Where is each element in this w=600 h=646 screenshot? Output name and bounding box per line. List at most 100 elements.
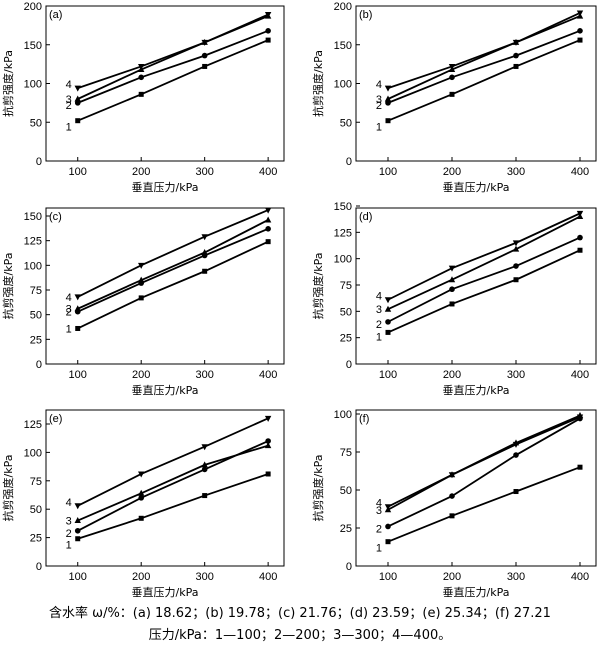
data-point: [202, 268, 208, 274]
data-point: [449, 74, 455, 81]
data-point: [138, 262, 145, 269]
y-tick-label: 0: [346, 359, 352, 371]
series-line: [387, 15, 581, 100]
caption-pressure: 压力/kPa：1—100；2—200；3—300；4—400。: [148, 628, 452, 643]
series-label: 3: [376, 505, 382, 517]
series-line: [77, 29, 269, 104]
x-tick-label: 200: [443, 571, 461, 583]
data-point: [576, 414, 584, 421]
y-tick-label: 25: [340, 523, 352, 535]
data-point: [75, 118, 81, 124]
data-point: [138, 295, 144, 301]
x-tick-label: 100: [379, 166, 397, 178]
data-point: [577, 37, 583, 43]
x-tick-label: 400: [259, 571, 277, 583]
y-tick-label: 25: [30, 533, 42, 545]
data-point: [264, 12, 272, 19]
chart-panel: 0 25 50 75 100 100 200 300 400 垂直压力/kPa 抗剪强度/kPa (f…: [311, 409, 597, 599]
data-point: [576, 210, 584, 217]
plot-frame: [355, 409, 597, 567]
x-tick-label: 100: [69, 369, 87, 381]
y-tick-label: 75: [340, 280, 352, 292]
data-point: [74, 503, 81, 510]
data-point: [264, 442, 272, 449]
data-point: [448, 63, 456, 70]
y-tick-label: 150: [24, 40, 42, 52]
plot-frame: [355, 207, 597, 365]
data-point: [74, 85, 81, 92]
y-tick-label: 25: [340, 333, 352, 345]
y-axis-label: 抗剪强度/kPa: [311, 50, 325, 117]
data-point: [384, 95, 392, 102]
chart-panel: 0 50 100 150 200 100 200 300 400 垂直压力/kPa 抗剪强度/kPa…: [311, 1, 597, 194]
x-axis-label: 垂直压力/kPa: [443, 585, 510, 599]
data-point: [264, 207, 272, 214]
data-point: [577, 28, 583, 34]
x-tick-label: 200: [443, 166, 461, 178]
series-line: [77, 219, 269, 310]
y-tick-label: 0: [346, 156, 352, 168]
chart-panel: 0 50 100 150 200 100 200 300 400 垂直压力/kPa 抗剪强度/kPa…: [1, 1, 285, 194]
series-line: [387, 39, 581, 122]
y-tick-label: 0: [36, 561, 42, 573]
caption-moisture: 含水率 ω/%：(a) 18.62；(b) 19.78；(c) 21.76；(d…: [49, 606, 551, 621]
x-tick-label: 300: [195, 571, 213, 583]
chart-panel: 0 25 50 75 100 125 150 100 200 300 400 垂直压力/kPa 抗剪强度…: [1, 207, 285, 397]
data-point: [265, 239, 271, 245]
series-line: [77, 444, 269, 522]
y-tick-label: 0: [36, 156, 42, 168]
series-line: [387, 236, 581, 323]
x-tick-label: 100: [379, 369, 397, 381]
data-point: [448, 472, 456, 479]
data-point: [138, 63, 145, 70]
plot-frame: [45, 207, 285, 365]
data-point: [449, 493, 455, 499]
data-point: [138, 74, 144, 81]
series-label: 4: [376, 291, 382, 303]
series-label: 3: [376, 94, 382, 106]
series-label: 1: [376, 543, 382, 555]
y-tick-label: 100: [334, 254, 352, 266]
series-line: [387, 12, 581, 90]
data-point: [201, 234, 208, 241]
data-point: [513, 263, 519, 269]
data-point: [138, 276, 145, 283]
data-point: [512, 39, 520, 46]
data-point: [75, 325, 81, 331]
panel-label: (c): [49, 211, 62, 223]
series-line: [77, 13, 269, 90]
plot-frame: [45, 409, 285, 567]
data-point: [576, 10, 584, 17]
x-tick-label: 400: [571, 166, 589, 178]
y-tick-label: 100: [334, 79, 352, 91]
y-tick-label: 75: [30, 285, 42, 297]
series-label: 1: [66, 540, 72, 552]
y-tick-label: 100: [24, 447, 42, 459]
x-tick-label: 100: [69, 571, 87, 583]
data-point: [265, 226, 271, 232]
data-point: [265, 37, 271, 43]
x-tick-label: 300: [195, 166, 213, 178]
series-line: [387, 215, 581, 311]
data-point: [448, 265, 456, 272]
data-point: [201, 52, 208, 59]
data-point: [264, 415, 272, 422]
data-point: [384, 297, 392, 304]
data-point: [265, 471, 271, 477]
data-point: [74, 527, 81, 534]
series-line: [77, 417, 269, 507]
series-line: [77, 209, 269, 298]
x-tick-label: 200: [132, 369, 150, 381]
data-point: [449, 301, 455, 307]
series-label: 1: [66, 323, 72, 335]
data-point: [385, 118, 391, 124]
series-label: 2: [376, 100, 382, 112]
y-axis-label: 抗剪强度/kPa: [1, 50, 15, 117]
chart-panel: 0 25 50 75 100 125 100 200 300 400 垂直压力/kPa 抗剪强度/kP…: [1, 409, 285, 599]
data-point: [448, 276, 456, 283]
data-point: [385, 539, 391, 545]
data-point: [577, 464, 583, 470]
x-tick-label: 100: [379, 571, 397, 583]
data-point: [201, 461, 208, 468]
